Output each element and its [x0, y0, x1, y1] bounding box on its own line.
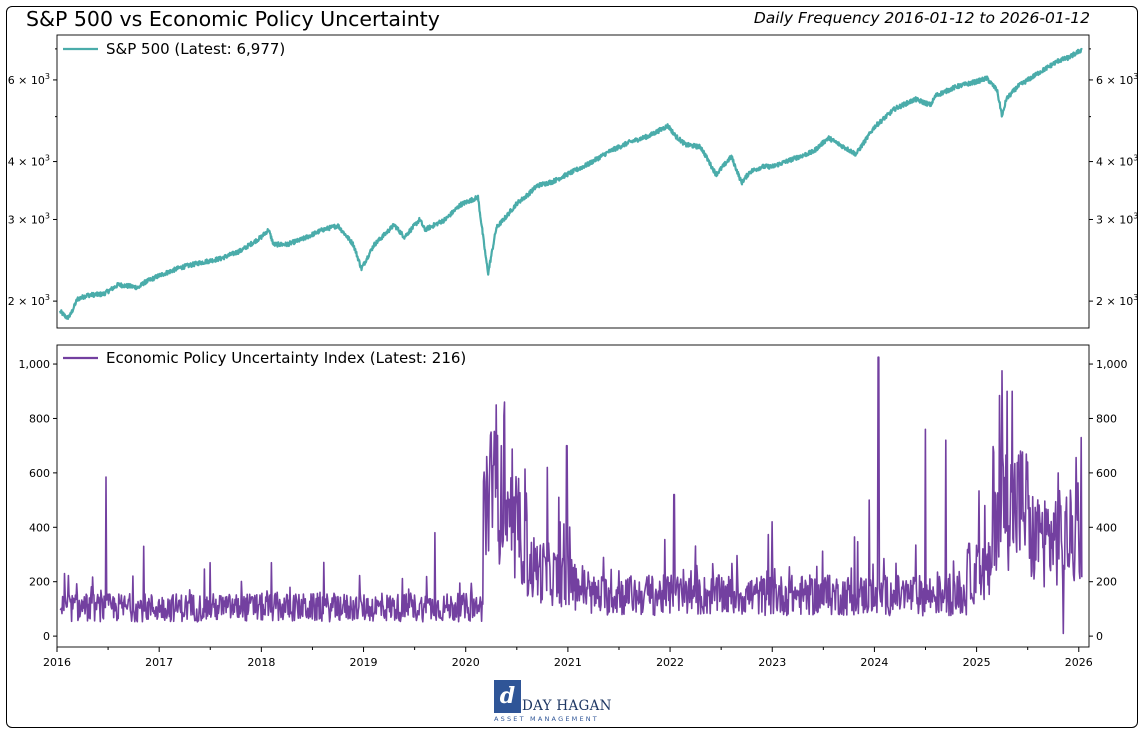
epu-ytick-label-left: 0	[43, 630, 50, 643]
spx-ytick-label-right: 4 × 103	[1096, 154, 1138, 169]
spx-ytick-label-left: 6 × 103	[8, 72, 50, 87]
spx-panel: 2 × 103 2 × 103 3 × 103 3 × 103 4 × 103 4 × 1…	[8, 34, 1138, 329]
chart-subtitle: Daily Frequency 2016-01-12 to 2026-01-12	[753, 9, 1090, 27]
spx-ytick-label-right: 3 × 103	[1096, 211, 1138, 226]
spx-ytick-label-right: 2 × 103	[1096, 293, 1138, 308]
epu-ytick-label-right: 200	[1096, 576, 1117, 589]
x-tick-label: 2023	[758, 656, 786, 669]
x-tick-label: 2024	[860, 656, 888, 669]
company-logo: d DAY HAGAN ASSET MANAGEMENT	[494, 680, 624, 726]
x-tick-label: 2018	[247, 656, 275, 669]
epu-ytick-label-right: 600	[1096, 467, 1117, 480]
spx-ytick-label-left: 2 × 103	[8, 293, 50, 308]
x-tick-label: 2020	[452, 656, 480, 669]
epu-ytick-label-left: 400	[29, 521, 50, 534]
spx-series-line	[59, 47, 1083, 320]
spx-legend-label: S&P 500 (Latest: 6,977)	[106, 40, 285, 58]
spx-ytick-label-left: 3 × 103	[8, 211, 50, 226]
epu-ytick-label-left: 600	[29, 467, 50, 480]
x-tick-label: 2022	[656, 656, 684, 669]
x-tick-label: 2026	[1065, 656, 1093, 669]
x-axis: 2016 2017 2018 2019 2020 2021 2022 2023 2024 2025…	[43, 647, 1093, 669]
spx-ytick-label-right: 6 × 103	[1096, 72, 1138, 87]
epu-ytick-label-right: 1,000	[1096, 358, 1128, 371]
epu-ytick-label-right: 400	[1096, 521, 1117, 534]
logo-mark: d	[494, 680, 521, 713]
x-tick-label: 2021	[554, 656, 582, 669]
epu-panel: 0 0 200 200 400 400 600 600 800 800 1,000 1,000 Eco…	[19, 344, 1128, 648]
spx-ytick-label-left: 4 × 103	[8, 154, 50, 169]
epu-ytick-label-left: 1,000	[19, 358, 51, 371]
x-tick-label: 2019	[350, 656, 378, 669]
epu-ytick-label-right: 0	[1096, 630, 1103, 643]
epu-ytick-label-left: 800	[29, 412, 50, 425]
epu-ytick-label-right: 800	[1096, 412, 1117, 425]
logo-tagline: ASSET MANAGEMENT	[494, 715, 599, 723]
x-tick-label: 2025	[963, 656, 991, 669]
epu-legend-label: Economic Policy Uncertainty Index (Lates…	[106, 349, 466, 367]
chart-title: S&P 500 vs Economic Policy Uncertainty	[26, 7, 440, 31]
x-tick-label: 2016	[43, 656, 71, 669]
epu-series-line	[59, 356, 1083, 635]
epu-ytick-label-left: 200	[29, 576, 50, 589]
logo-name: DAY HAGAN	[522, 698, 612, 714]
x-tick-label: 2017	[145, 656, 173, 669]
